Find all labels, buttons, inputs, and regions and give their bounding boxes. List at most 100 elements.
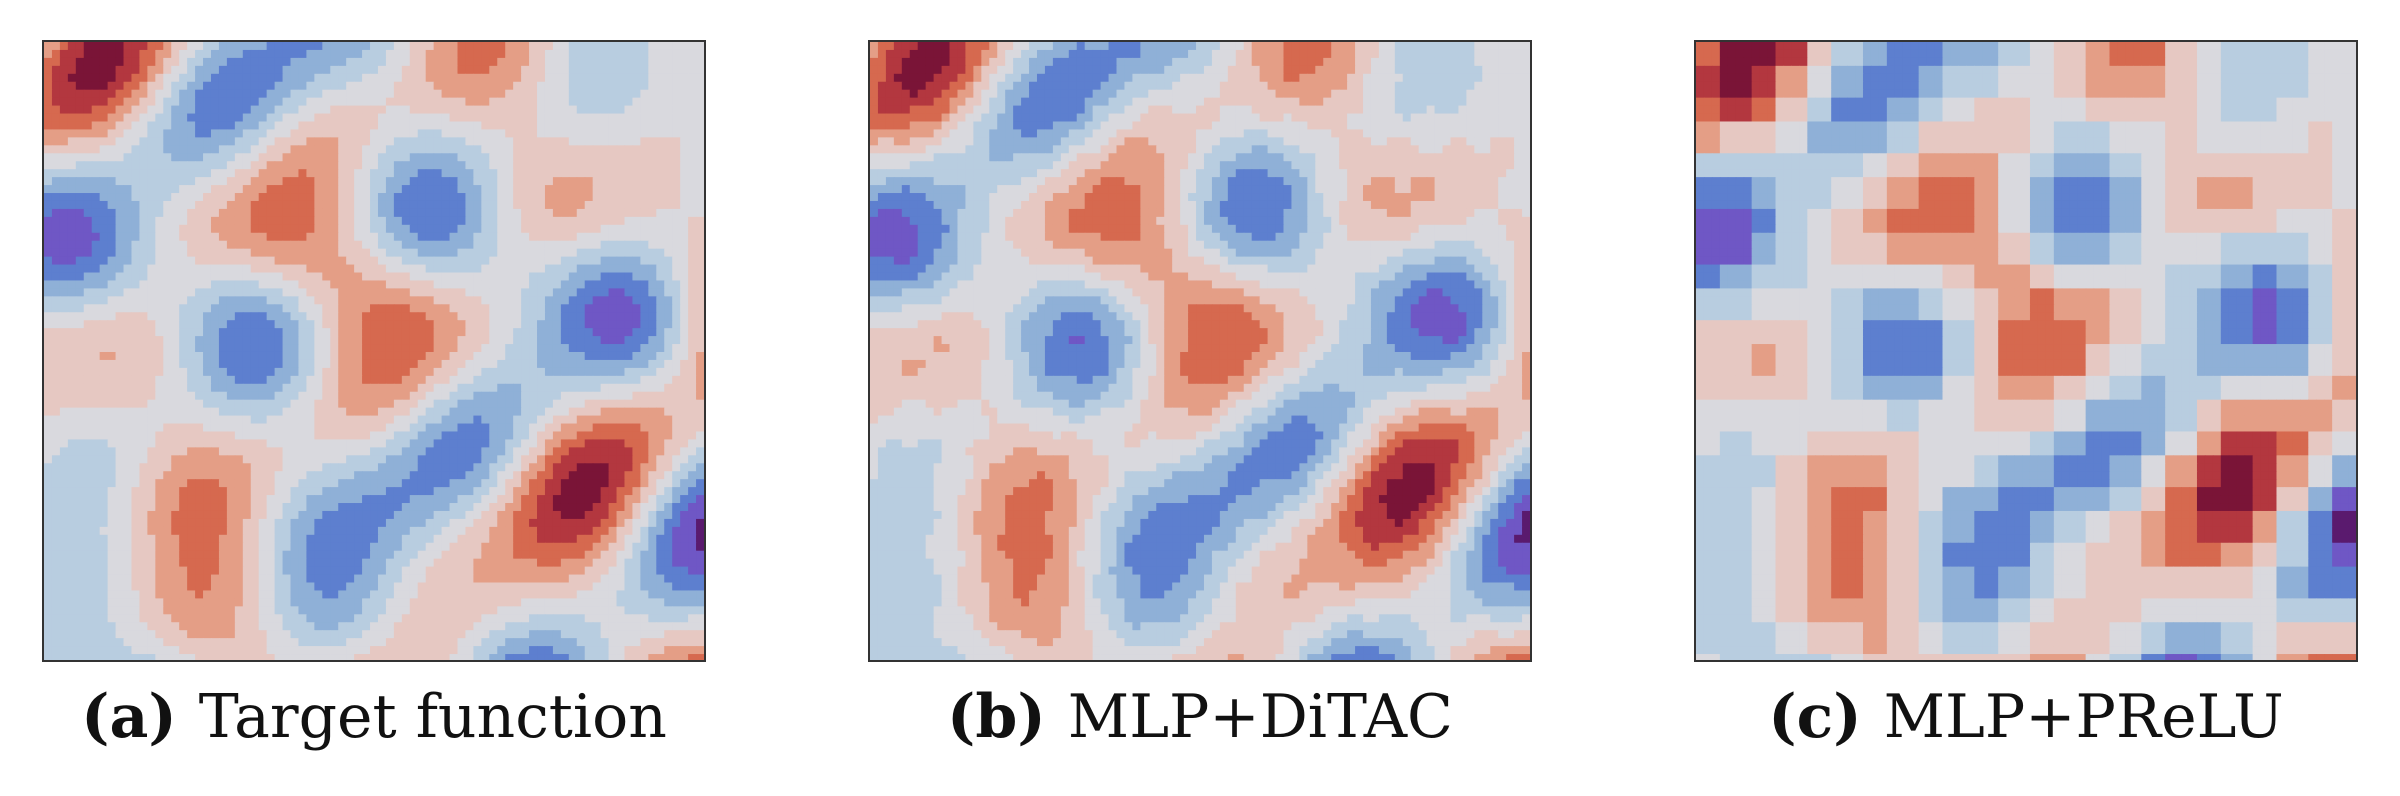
contour-cell (648, 200, 657, 210)
contour-cell (640, 256, 649, 266)
contour-cell (696, 399, 704, 409)
contour-cell (640, 280, 649, 290)
contour-cell (258, 216, 268, 226)
contour-cell (688, 177, 697, 186)
contour-cell (282, 312, 292, 321)
contour-cell (330, 328, 339, 337)
contour-cell (266, 272, 276, 282)
contour-cell (314, 153, 323, 162)
contour-cell (266, 423, 276, 433)
contour-cell (680, 97, 689, 107)
contour-cell (385, 161, 395, 170)
contour-cell (362, 423, 371, 433)
contour-cell (513, 208, 522, 218)
contour-cell (59, 97, 69, 107)
contour-cell (258, 169, 268, 178)
contour-cell (616, 487, 626, 496)
contour-cell (680, 200, 689, 210)
contour-cell (624, 121, 634, 131)
contour-cell (608, 344, 618, 353)
contour-cell (560, 399, 570, 409)
contour-cell (187, 391, 196, 401)
contour-cell (44, 439, 53, 448)
contour-cell (672, 216, 681, 226)
contour-cell (210, 367, 220, 377)
contour-cell (409, 248, 419, 258)
contour-cell (203, 57, 212, 67)
contour-cell (290, 304, 300, 313)
contour-cell (147, 272, 156, 282)
contour-cell (179, 439, 188, 448)
contour-cell (99, 256, 109, 266)
contour-cell (218, 42, 228, 51)
contour-cell (115, 113, 125, 123)
contour-cell (266, 280, 276, 290)
contour-cell (203, 169, 212, 178)
contour-cell (425, 264, 435, 274)
contour-cell (362, 503, 371, 512)
contour-cell (672, 320, 681, 329)
contour-cell (67, 503, 77, 512)
contour-cell (91, 137, 101, 146)
contour-cell (592, 423, 602, 433)
contour-cell (544, 328, 554, 337)
contour-cell (290, 399, 300, 409)
contour-cell (537, 113, 546, 123)
contour-cell (680, 463, 689, 472)
contour-cell (354, 81, 363, 91)
contour-cell (441, 121, 451, 131)
contour-cell (115, 193, 125, 202)
contour-cell (314, 161, 323, 170)
contour-cell (203, 407, 212, 417)
contour-cell (465, 193, 474, 202)
contour-cell (513, 510, 522, 520)
contour-cell (91, 463, 101, 472)
contour-cell (600, 463, 610, 472)
contour-cell (314, 510, 323, 520)
contour-cell (306, 407, 315, 417)
contour-cell (51, 232, 61, 242)
contour-cell (107, 455, 117, 464)
contour-cell (67, 431, 77, 441)
contour-cell (632, 407, 641, 417)
contour-cell (513, 272, 522, 282)
contour-cell (537, 447, 546, 456)
contour-cell (115, 272, 125, 282)
contour-cell (592, 240, 602, 250)
contour-cell (648, 177, 657, 186)
contour-cell (608, 169, 618, 178)
contour-cell (433, 367, 443, 377)
contour-cell (187, 407, 196, 417)
contour-cell (409, 57, 419, 67)
contour-cell (250, 447, 260, 456)
contour-cell (457, 423, 467, 433)
contour-cell (330, 177, 339, 186)
contour-cell (513, 240, 522, 250)
contour-cell (417, 57, 427, 67)
contour-cell (155, 248, 164, 258)
contour-cell (266, 81, 276, 91)
contour-cell (544, 312, 554, 321)
contour-cell (552, 185, 562, 194)
contour-cell (362, 399, 371, 409)
contour-cell (696, 495, 704, 504)
contour-cell (115, 296, 125, 305)
contour-cell (632, 510, 641, 520)
contour-cell (385, 375, 395, 385)
contour-cell (131, 105, 141, 115)
contour-cell (409, 256, 419, 266)
contour-cell (592, 320, 602, 329)
contour-cell (608, 129, 618, 138)
contour-cell (640, 208, 649, 218)
contour-cell (290, 336, 300, 345)
contour-cell (123, 344, 133, 353)
contour-cell (489, 177, 498, 186)
contour-cell (210, 288, 220, 297)
contour-cell (370, 113, 379, 123)
contour-cell (322, 216, 331, 226)
contour-cell (584, 495, 594, 504)
contour-cell (552, 399, 562, 409)
contour-cell (139, 471, 148, 480)
contour-cell (139, 185, 148, 194)
contour-cell (179, 240, 188, 250)
